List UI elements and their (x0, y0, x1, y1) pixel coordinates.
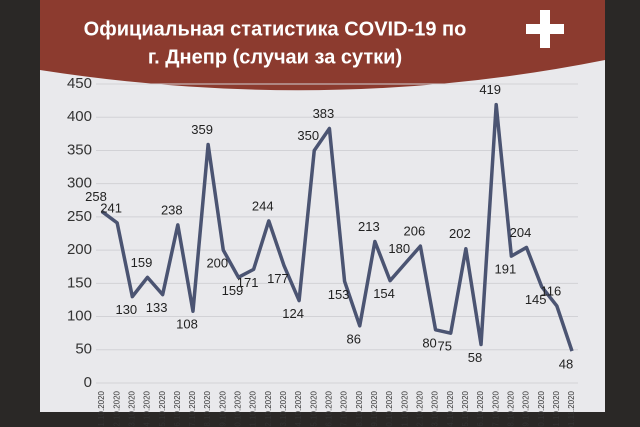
x-tick-label: 12.10.2020 (264, 390, 273, 427)
data-label: 159 (131, 255, 153, 270)
x-tick-label: 18.10.2020 (355, 390, 364, 427)
data-label: 58 (468, 350, 482, 365)
x-tick-label: 17.10.2020 (340, 390, 349, 427)
data-label: 238 (161, 202, 183, 217)
data-label: 180 (388, 241, 410, 256)
data-label: 159 (222, 283, 244, 298)
data-label: 177 (267, 271, 289, 286)
x-tick-label: 01.10.2020 (97, 390, 106, 427)
data-label: 86 (347, 331, 361, 346)
x-tick-label: 05.10.2020 (158, 390, 167, 427)
data-label: 204 (510, 225, 532, 240)
x-tick-label: 24.10.2020 (446, 390, 455, 427)
y-tick-label: 350 (67, 141, 92, 158)
data-label: 383 (313, 106, 335, 121)
data-label: 200 (206, 256, 228, 271)
y-tick-label: 100 (67, 308, 92, 325)
x-tick-label: 28.10.2020 (506, 390, 515, 427)
x-tick-label: 11.10.2020 (249, 390, 258, 427)
data-label: 191 (495, 262, 517, 277)
data-label: 80 (422, 335, 436, 350)
data-label: 213 (358, 219, 380, 234)
x-tick-label: 04.10.2020 (143, 390, 152, 427)
plus-icon (526, 10, 564, 48)
x-tick-label: 14.10.2020 (294, 390, 303, 427)
x-tick-label: 09.10.2020 (218, 390, 227, 427)
y-tick-label: 450 (67, 75, 92, 92)
data-label: 48 (559, 357, 573, 372)
data-label: 116 (540, 283, 561, 298)
x-tick-label: 08.10.2020 (203, 390, 212, 427)
x-tick-label: 31.10.2020 (552, 390, 561, 427)
y-tick-label: 250 (67, 208, 92, 225)
x-tick-label: 10.10.2020 (234, 390, 243, 427)
x-tick-label: 26.10.2020 (476, 390, 485, 427)
data-label: 206 (404, 224, 426, 239)
x-tick-label: 20.10.2020 (385, 390, 394, 427)
data-label: 350 (297, 128, 319, 143)
y-tick-label: 300 (67, 175, 92, 192)
y-tick-label: 50 (75, 341, 92, 358)
data-label: 244 (252, 198, 274, 213)
data-label: 171 (237, 275, 259, 290)
x-tick-label: 30.10.2020 (537, 390, 546, 427)
data-label: 154 (373, 286, 395, 301)
x-tick-label: 29.10.2020 (522, 390, 531, 427)
data-label: 359 (191, 122, 213, 137)
x-tick-label: 25.10.2020 (461, 390, 470, 427)
data-label: 153 (328, 287, 350, 302)
x-tick-label: 15.10.2020 (309, 390, 318, 427)
data-label: 133 (146, 300, 168, 315)
y-tick-label: 150 (67, 274, 92, 291)
x-tick-label: 22.10.2020 (415, 390, 424, 427)
x-tick-label: 07.10.2020 (188, 390, 197, 427)
data-label: 419 (479, 82, 501, 97)
data-label: 108 (176, 317, 198, 332)
x-tick-label: 03.10.2020 (127, 390, 136, 427)
data-label: 258 (85, 189, 107, 204)
x-tick-label: 16.10.2020 (325, 390, 334, 427)
data-label: 130 (115, 302, 137, 317)
data-label: 241 (100, 200, 122, 215)
y-tick-label: 0 (84, 374, 92, 391)
data-label: 124 (282, 306, 304, 321)
chart-title: г. Днепр (случаи за сутки) (148, 46, 402, 68)
x-tick-label: 21.10.2020 (400, 390, 409, 427)
x-tick-label: 23.10.2020 (431, 390, 440, 427)
y-tick-label: 400 (67, 108, 92, 125)
x-tick-label: 19.10.2020 (370, 390, 379, 427)
x-tick-label: 06.10.2020 (173, 390, 182, 427)
data-label: 75 (437, 339, 451, 354)
y-tick-label: 200 (67, 241, 92, 258)
data-line (100, 102, 574, 352)
data-label: 202 (449, 226, 471, 241)
chart-title: Официальная статистика COVID-19 по (84, 18, 467, 40)
x-tick-label: 01.11.2020 (567, 390, 576, 427)
title-banner (40, 0, 605, 91)
x-tick-label: 27.10.2020 (491, 390, 500, 427)
x-tick-label: 13.10.2020 (279, 390, 288, 427)
x-tick-label: 02.10.2020 (112, 390, 121, 427)
data-label: 145 (525, 292, 547, 307)
